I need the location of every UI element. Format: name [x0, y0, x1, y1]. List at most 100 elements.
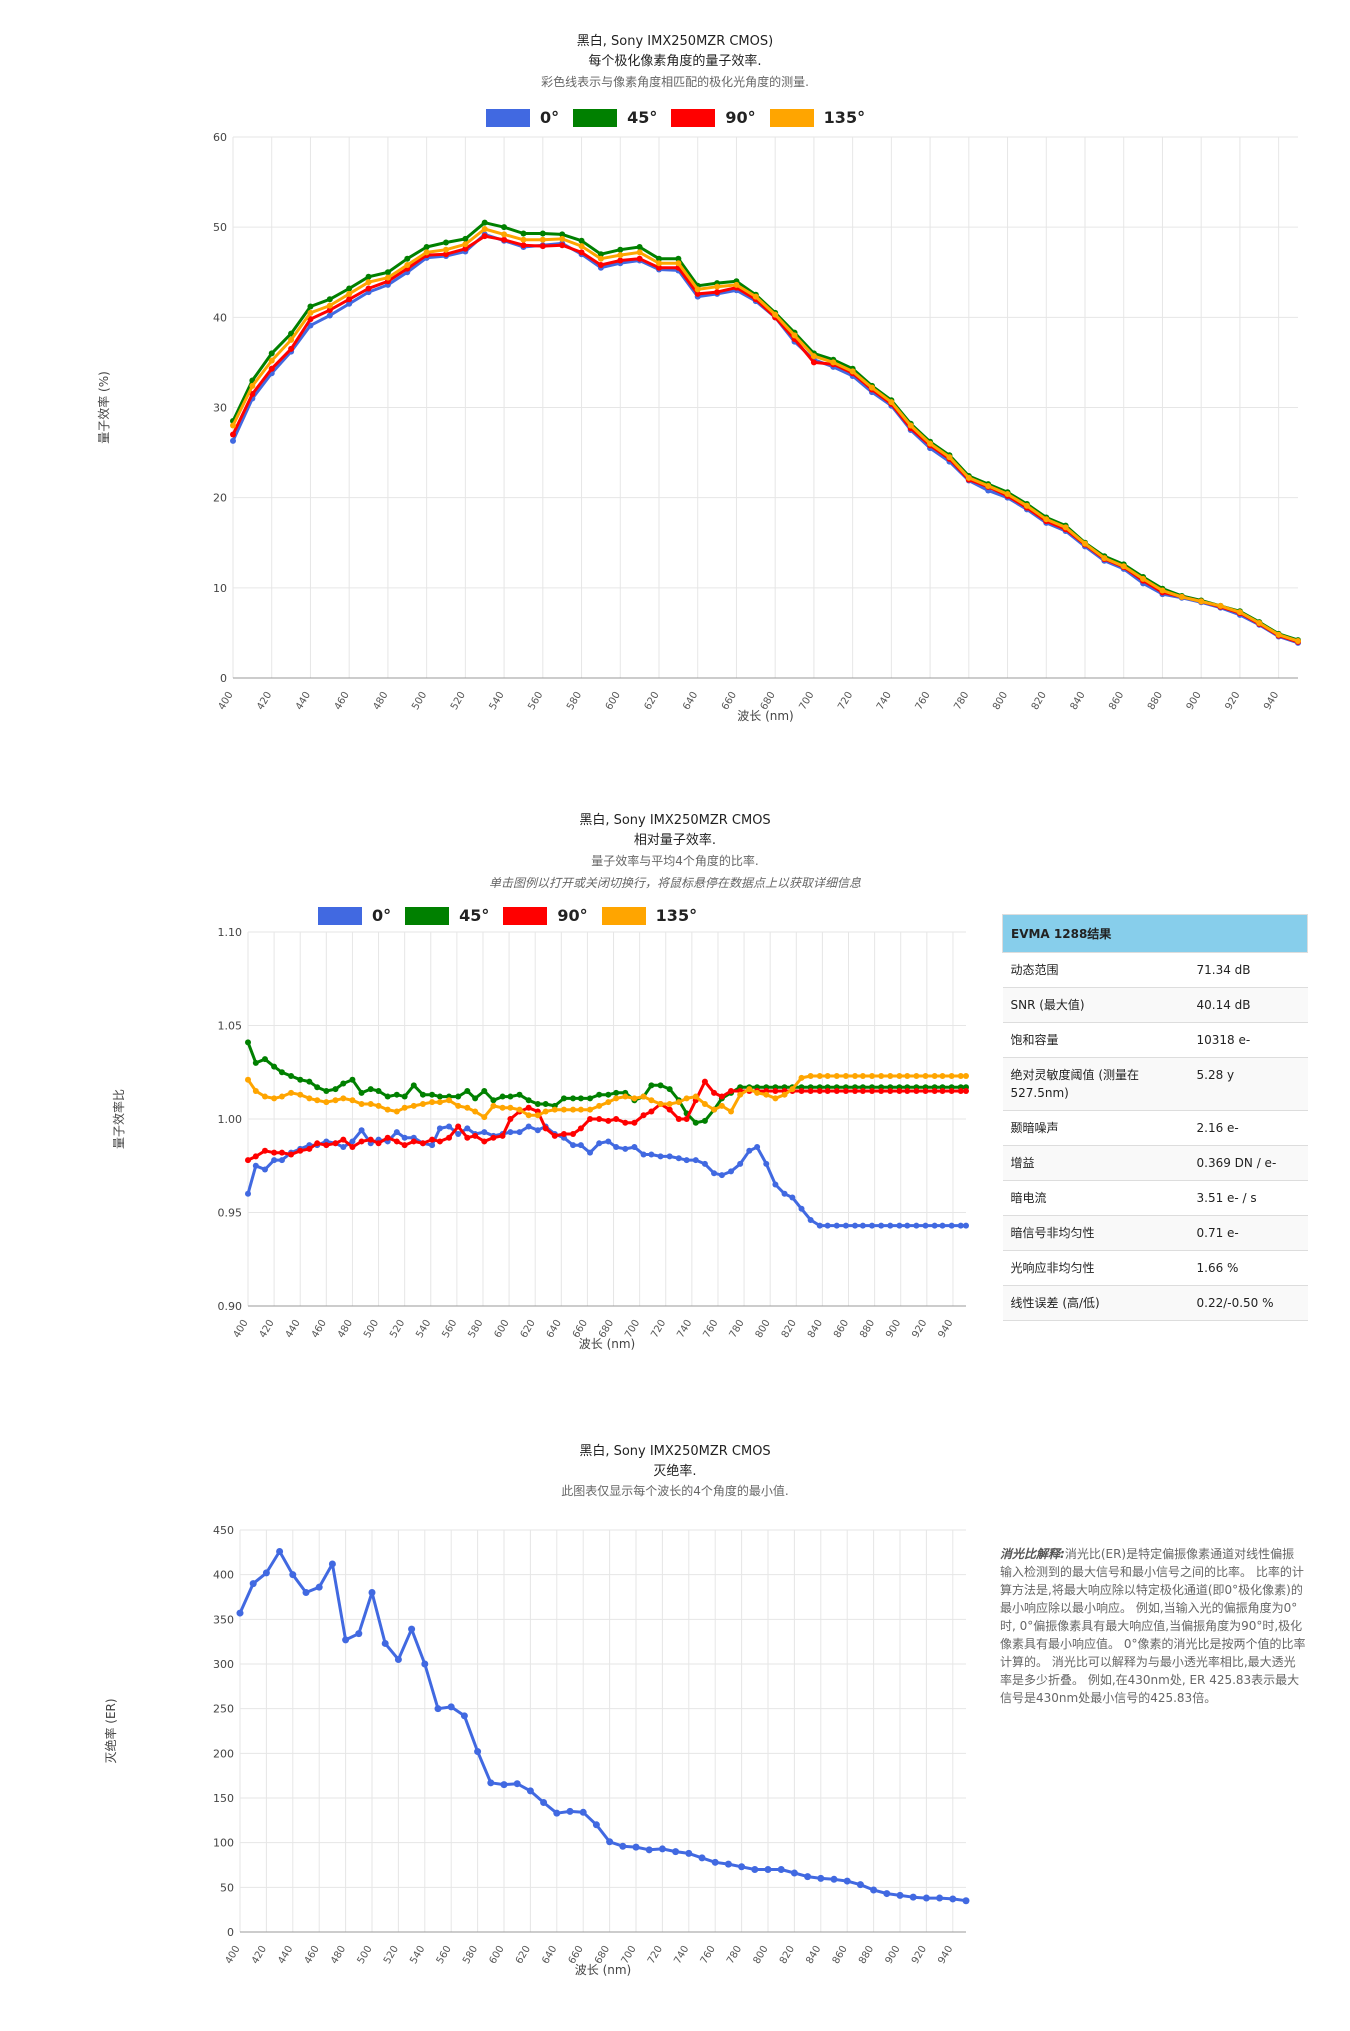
- data-point[interactable]: [907, 422, 914, 429]
- data-point[interactable]: [852, 1222, 859, 1229]
- data-point[interactable]: [870, 1886, 878, 1894]
- data-point[interactable]: [542, 1125, 549, 1132]
- data-point[interactable]: [675, 1155, 682, 1162]
- data-point[interactable]: [913, 1222, 920, 1229]
- data-point[interactable]: [323, 1099, 330, 1106]
- data-point[interactable]: [394, 1656, 402, 1664]
- data-point[interactable]: [632, 1843, 640, 1851]
- data-point[interactable]: [534, 1112, 541, 1119]
- data-point[interactable]: [367, 1086, 374, 1093]
- data-point[interactable]: [236, 1609, 244, 1617]
- data-point[interactable]: [790, 1869, 798, 1877]
- data-point[interactable]: [419, 1091, 426, 1098]
- data-point[interactable]: [358, 1127, 365, 1134]
- data-point[interactable]: [824, 1222, 831, 1229]
- data-point[interactable]: [798, 1087, 805, 1094]
- data-point[interactable]: [297, 1076, 304, 1083]
- data-point[interactable]: [384, 269, 391, 276]
- data-point[interactable]: [472, 1132, 479, 1139]
- data-point[interactable]: [481, 219, 488, 226]
- data-point[interactable]: [261, 1166, 268, 1173]
- data-point[interactable]: [596, 1140, 603, 1147]
- data-point[interactable]: [685, 1849, 693, 1857]
- data-point[interactable]: [856, 1881, 864, 1889]
- data-point[interactable]: [909, 1893, 917, 1901]
- data-point[interactable]: [245, 1076, 251, 1083]
- data-point[interactable]: [384, 1093, 391, 1100]
- data-point[interactable]: [579, 1808, 587, 1816]
- data-point[interactable]: [443, 251, 449, 258]
- data-point[interactable]: [340, 1136, 347, 1143]
- data-point[interactable]: [587, 1095, 594, 1102]
- data-point[interactable]: [507, 1093, 514, 1100]
- data-point[interactable]: [326, 296, 333, 303]
- data-point[interactable]: [648, 1082, 655, 1089]
- data-point[interactable]: [949, 1895, 957, 1903]
- data-point[interactable]: [288, 336, 295, 343]
- data-point[interactable]: [559, 235, 566, 242]
- data-point[interactable]: [230, 437, 236, 444]
- data-point[interactable]: [904, 1087, 911, 1094]
- data-point[interactable]: [843, 1877, 851, 1885]
- data-point[interactable]: [666, 1086, 673, 1093]
- data-point[interactable]: [302, 1589, 310, 1597]
- data-point[interactable]: [597, 255, 604, 262]
- data-point[interactable]: [711, 1858, 719, 1866]
- data-point[interactable]: [262, 1569, 270, 1577]
- data-point[interactable]: [617, 246, 624, 253]
- data-point[interactable]: [490, 1097, 497, 1104]
- data-point[interactable]: [791, 332, 798, 339]
- data-point[interactable]: [526, 1787, 534, 1795]
- data-point[interactable]: [542, 1108, 549, 1115]
- data-point[interactable]: [462, 241, 469, 248]
- data-point[interactable]: [268, 357, 275, 364]
- data-point[interactable]: [957, 1087, 964, 1094]
- data-point[interactable]: [455, 1093, 462, 1100]
- data-point[interactable]: [939, 1087, 946, 1094]
- data-point[interactable]: [869, 1072, 876, 1079]
- data-point[interactable]: [578, 249, 585, 256]
- data-point[interactable]: [692, 1157, 699, 1164]
- data-point[interactable]: [481, 1129, 488, 1136]
- data-point[interactable]: [904, 1072, 911, 1079]
- data-point[interactable]: [887, 1222, 894, 1229]
- data-point[interactable]: [810, 359, 817, 366]
- data-point[interactable]: [419, 1101, 426, 1108]
- data-point[interactable]: [772, 311, 779, 318]
- data-point[interactable]: [631, 1119, 638, 1126]
- data-point[interactable]: [249, 1580, 257, 1588]
- data-point[interactable]: [525, 1123, 532, 1130]
- data-point[interactable]: [830, 1875, 838, 1883]
- data-point[interactable]: [1101, 555, 1108, 562]
- data-point[interactable]: [781, 1190, 788, 1197]
- data-point[interactable]: [816, 1222, 823, 1229]
- data-point[interactable]: [499, 1093, 506, 1100]
- legend-item[interactable]: 90°: [503, 906, 588, 925]
- data-point[interactable]: [965, 474, 972, 481]
- data-point[interactable]: [474, 1748, 482, 1756]
- data-point[interactable]: [261, 1093, 268, 1100]
- data-point[interactable]: [849, 368, 856, 375]
- data-point[interactable]: [252, 1153, 259, 1160]
- data-point[interactable]: [724, 1860, 732, 1868]
- data-point[interactable]: [245, 1039, 251, 1046]
- data-point[interactable]: [499, 1104, 506, 1111]
- data-point[interactable]: [789, 1194, 796, 1201]
- data-point[interactable]: [560, 1130, 567, 1137]
- data-point[interactable]: [931, 1072, 938, 1079]
- data-point[interactable]: [501, 231, 508, 238]
- data-point[interactable]: [288, 330, 295, 337]
- data-point[interactable]: [393, 1138, 400, 1145]
- data-point[interactable]: [948, 1072, 955, 1079]
- data-point[interactable]: [560, 1106, 567, 1113]
- data-point[interactable]: [617, 252, 624, 259]
- data-point[interactable]: [401, 1093, 408, 1100]
- data-point[interactable]: [393, 1091, 400, 1098]
- data-point[interactable]: [288, 1072, 295, 1079]
- data-point[interactable]: [446, 1097, 453, 1104]
- data-point[interactable]: [1295, 638, 1301, 645]
- data-point[interactable]: [694, 286, 701, 293]
- data-point[interactable]: [675, 1099, 682, 1106]
- data-point[interactable]: [340, 1144, 347, 1151]
- data-point[interactable]: [804, 1873, 812, 1881]
